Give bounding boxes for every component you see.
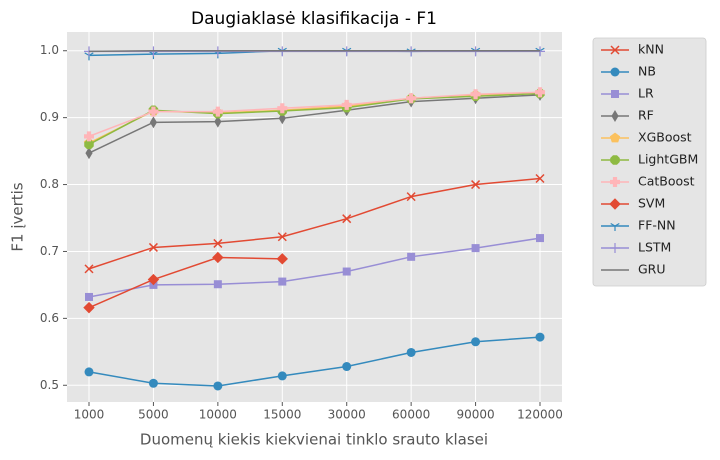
x-tick-label: 15000: [263, 408, 301, 422]
marker: [213, 238, 223, 248]
marker: [214, 115, 222, 128]
marker: [470, 89, 481, 100]
x-tick-label: 60000: [392, 408, 430, 422]
series-line: [88, 237, 541, 298]
marker: [213, 381, 223, 391]
y-tick-label: 0.8: [40, 177, 59, 191]
series-line: [88, 94, 541, 154]
x-axis-label: Duomenų kiekis kiekvienai tinklo srauto …: [140, 431, 488, 449]
marker: [278, 277, 287, 286]
marker: [610, 155, 620, 165]
marker: [84, 367, 94, 377]
series-line: [88, 256, 283, 309]
x-tick-label: 30000: [328, 408, 366, 422]
marker: [610, 243, 620, 253]
marker: [610, 177, 620, 187]
marker: [84, 139, 94, 150]
legend-box: [592, 37, 707, 287]
marker: [610, 67, 620, 77]
marker: [342, 267, 351, 276]
marker: [406, 93, 417, 104]
marker: [341, 99, 352, 110]
series-line: [88, 336, 541, 387]
marker: [85, 147, 93, 160]
marker: [611, 90, 619, 98]
marker: [84, 264, 94, 274]
legend-label: SVM: [638, 196, 665, 211]
y-tick-label: 0.6: [40, 311, 59, 325]
marker: [407, 252, 416, 261]
legend-label: RF: [638, 108, 654, 123]
y-tick-label: 0.5: [40, 378, 59, 392]
marker: [611, 110, 619, 122]
legend-label: LightGBM: [638, 152, 698, 167]
series-line: [88, 177, 541, 270]
marker: [406, 192, 416, 202]
marker: [610, 45, 620, 55]
legend-label: GRU: [638, 262, 666, 277]
x-tick-label: 90000: [456, 408, 494, 422]
plot-area: [67, 32, 562, 402]
marker: [148, 242, 158, 252]
y-axis-label: F1 įvertis: [9, 182, 27, 251]
marker: [277, 371, 287, 381]
series-line: [88, 49, 540, 53]
legend-label: FF-NN: [638, 218, 676, 233]
y-tick-label: 0.7: [40, 244, 59, 258]
marker: [609, 198, 621, 210]
y-tick-label: 0.9: [40, 110, 59, 124]
x-tick-label: 10000: [199, 408, 237, 422]
x-tick-label: 120000: [517, 408, 563, 422]
series-line: [88, 91, 541, 138]
y-tick-label: 1.0: [40, 43, 59, 57]
legend-label: CatBoost: [638, 174, 695, 189]
marker: [149, 116, 158, 129]
marker: [212, 251, 224, 264]
marker: [277, 103, 288, 114]
marker: [278, 112, 286, 125]
x-tick-label: 5000: [138, 408, 169, 422]
marker: [535, 332, 545, 342]
marker: [85, 292, 93, 301]
legend-label: kNN: [638, 42, 664, 57]
marker: [147, 273, 160, 286]
marker: [277, 232, 287, 242]
marker: [471, 244, 480, 253]
chart-title: Daugiaklasė klasifikacija - F1: [191, 9, 437, 29]
marker: [83, 301, 95, 314]
series-line: [88, 92, 541, 146]
legend-label: LR: [638, 86, 654, 101]
marker: [276, 253, 288, 265]
marker: [342, 214, 352, 224]
legend-label: XGBoost: [638, 130, 692, 145]
marker: [471, 337, 481, 347]
marker: [406, 347, 416, 357]
marker: [213, 280, 222, 289]
marker: [84, 131, 94, 142]
marker: [212, 106, 223, 117]
marker: [535, 173, 545, 184]
legend-label: LSTM: [638, 240, 671, 255]
marker: [536, 234, 544, 243]
marker: [342, 362, 352, 372]
marker: [148, 378, 158, 388]
x-tick-label: 1000: [74, 408, 105, 422]
legend-label: NB: [638, 64, 656, 79]
marker: [609, 132, 621, 143]
marker: [471, 180, 481, 190]
marker: [148, 106, 159, 117]
marker: [535, 87, 545, 98]
marker: [610, 222, 620, 231]
